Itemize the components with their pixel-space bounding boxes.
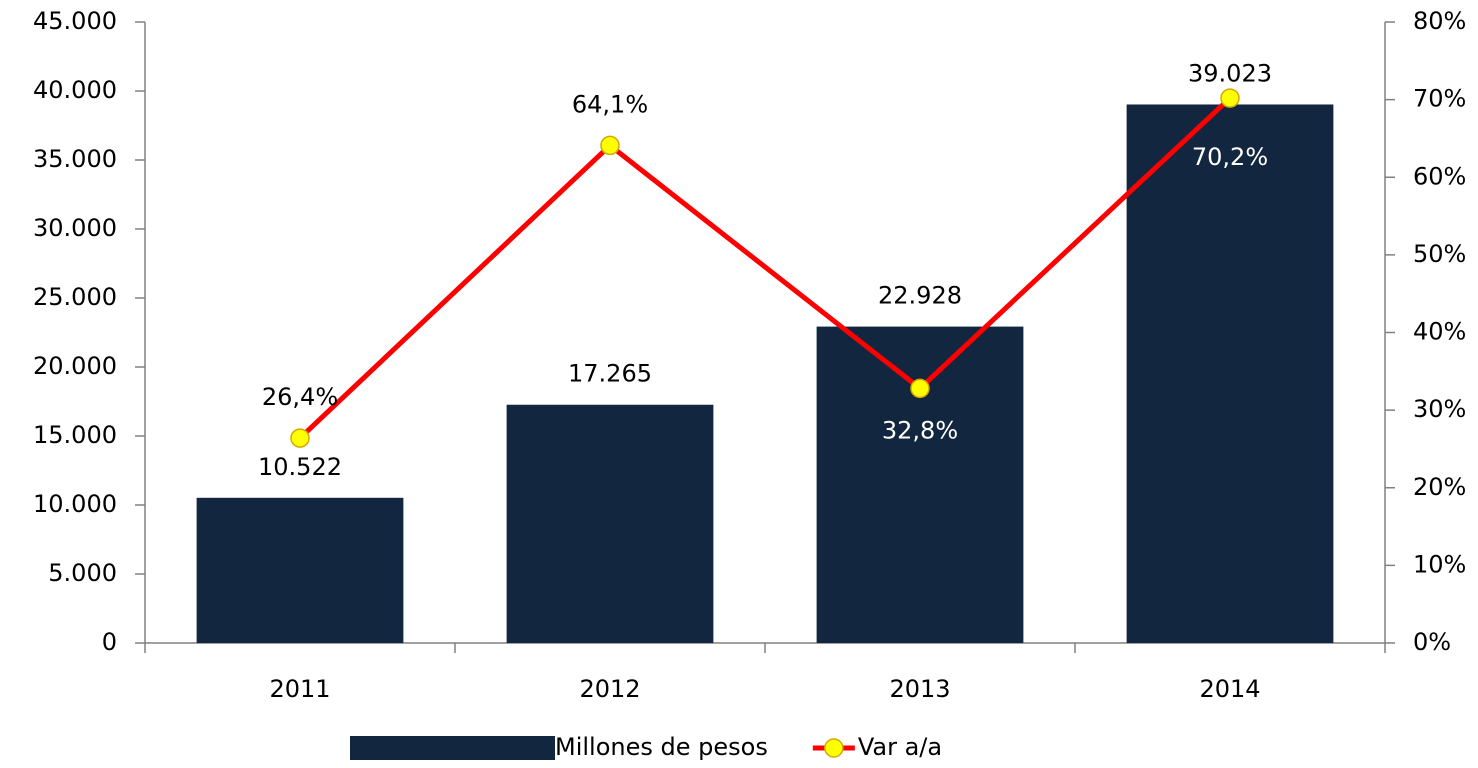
y2-tick-label: 20% bbox=[1413, 473, 1466, 501]
bar bbox=[816, 326, 1024, 643]
line-marker bbox=[910, 378, 930, 399]
y2-tick-label: 0% bbox=[1413, 628, 1451, 656]
line-value-label: 32,8% bbox=[882, 416, 958, 444]
bar bbox=[1126, 104, 1334, 643]
line-marker bbox=[290, 428, 310, 448]
x-tick-label: 2012 bbox=[579, 675, 640, 703]
line bbox=[298, 96, 1232, 440]
bar-value-label: 17.265 bbox=[568, 360, 652, 388]
y-tick-label: 40.000 bbox=[33, 76, 117, 104]
line-value-label: 26,4% bbox=[262, 383, 338, 411]
y-tick-label: 0 bbox=[102, 628, 117, 656]
legend-label: Var a/a bbox=[858, 733, 942, 761]
y-tick-label: 45.000 bbox=[33, 7, 117, 35]
legend-swatch bbox=[350, 736, 555, 760]
legend-label: Millones de pesos bbox=[555, 733, 768, 761]
y2-tick-label: 50% bbox=[1413, 240, 1466, 268]
x-tick-label: 2011 bbox=[269, 675, 330, 703]
line-marker bbox=[600, 135, 620, 156]
legend-marker bbox=[824, 738, 844, 758]
y2-tick-label: 70% bbox=[1413, 85, 1466, 113]
x-tick-label: 2014 bbox=[1199, 675, 1260, 703]
y-tick-label: 15.000 bbox=[33, 421, 117, 449]
y-tick-label: 10.000 bbox=[33, 490, 117, 518]
y-tick-label: 35.000 bbox=[33, 145, 117, 173]
y2-tick-label: 10% bbox=[1413, 550, 1466, 578]
y-tick-label: 25.000 bbox=[33, 283, 117, 311]
y2-tick-label: 60% bbox=[1413, 162, 1466, 190]
y2-tick-label: 80% bbox=[1413, 7, 1466, 35]
line-value-label: 70,2% bbox=[1192, 143, 1268, 171]
y2-tick-label: 40% bbox=[1413, 318, 1466, 346]
y-tick-label: 5.000 bbox=[48, 559, 117, 587]
line-value-label: 64,1% bbox=[572, 90, 648, 118]
bar bbox=[506, 404, 714, 643]
bar-value-label: 10.522 bbox=[258, 453, 342, 481]
bar-value-label: 39.023 bbox=[1188, 59, 1272, 87]
y-tick-label: 30.000 bbox=[33, 214, 117, 242]
bar-value-label: 22.928 bbox=[878, 282, 962, 310]
line-marker bbox=[1220, 88, 1240, 108]
bar bbox=[196, 497, 404, 643]
y2-tick-label: 30% bbox=[1413, 395, 1466, 423]
x-tick-label: 2013 bbox=[889, 675, 950, 703]
y-tick-label: 20.000 bbox=[33, 352, 117, 380]
